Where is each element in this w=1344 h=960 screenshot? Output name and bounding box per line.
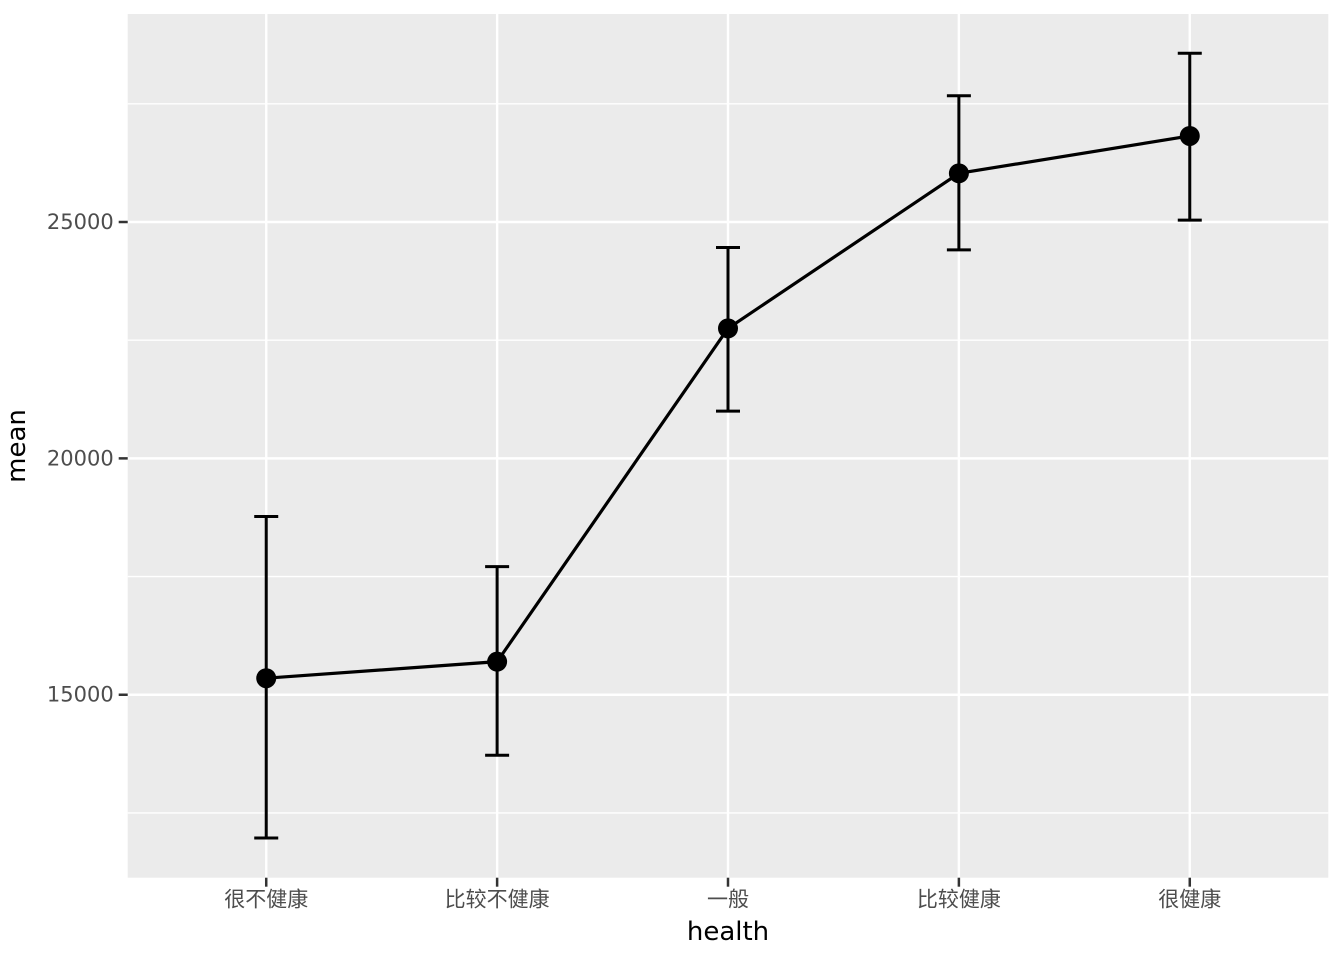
data-point [487,651,508,672]
series-layer [254,51,1202,840]
data-point [718,318,738,339]
x-axis-title: health [687,917,769,947]
x-tick-label: 比较不健康 [445,888,550,912]
x-tick-label: 很不健康 [224,888,308,912]
axes-layer: 15000 20000 25000 很不健康 比较不健康 一般 比较健康 很健康 [47,210,1221,912]
data-point [256,668,277,689]
x-tick-label: 一般 [707,888,749,912]
data-point [948,163,969,184]
y-tick-label: 15000 [47,683,114,707]
y-tick-label: 20000 [47,446,114,470]
x-tick-label: 比较健康 [917,888,1001,912]
y-axis-title: mean [2,409,32,483]
data-point [1179,125,1200,146]
x-tick-label: 很健康 [1158,888,1221,912]
y-tick-label: 25000 [47,210,114,234]
